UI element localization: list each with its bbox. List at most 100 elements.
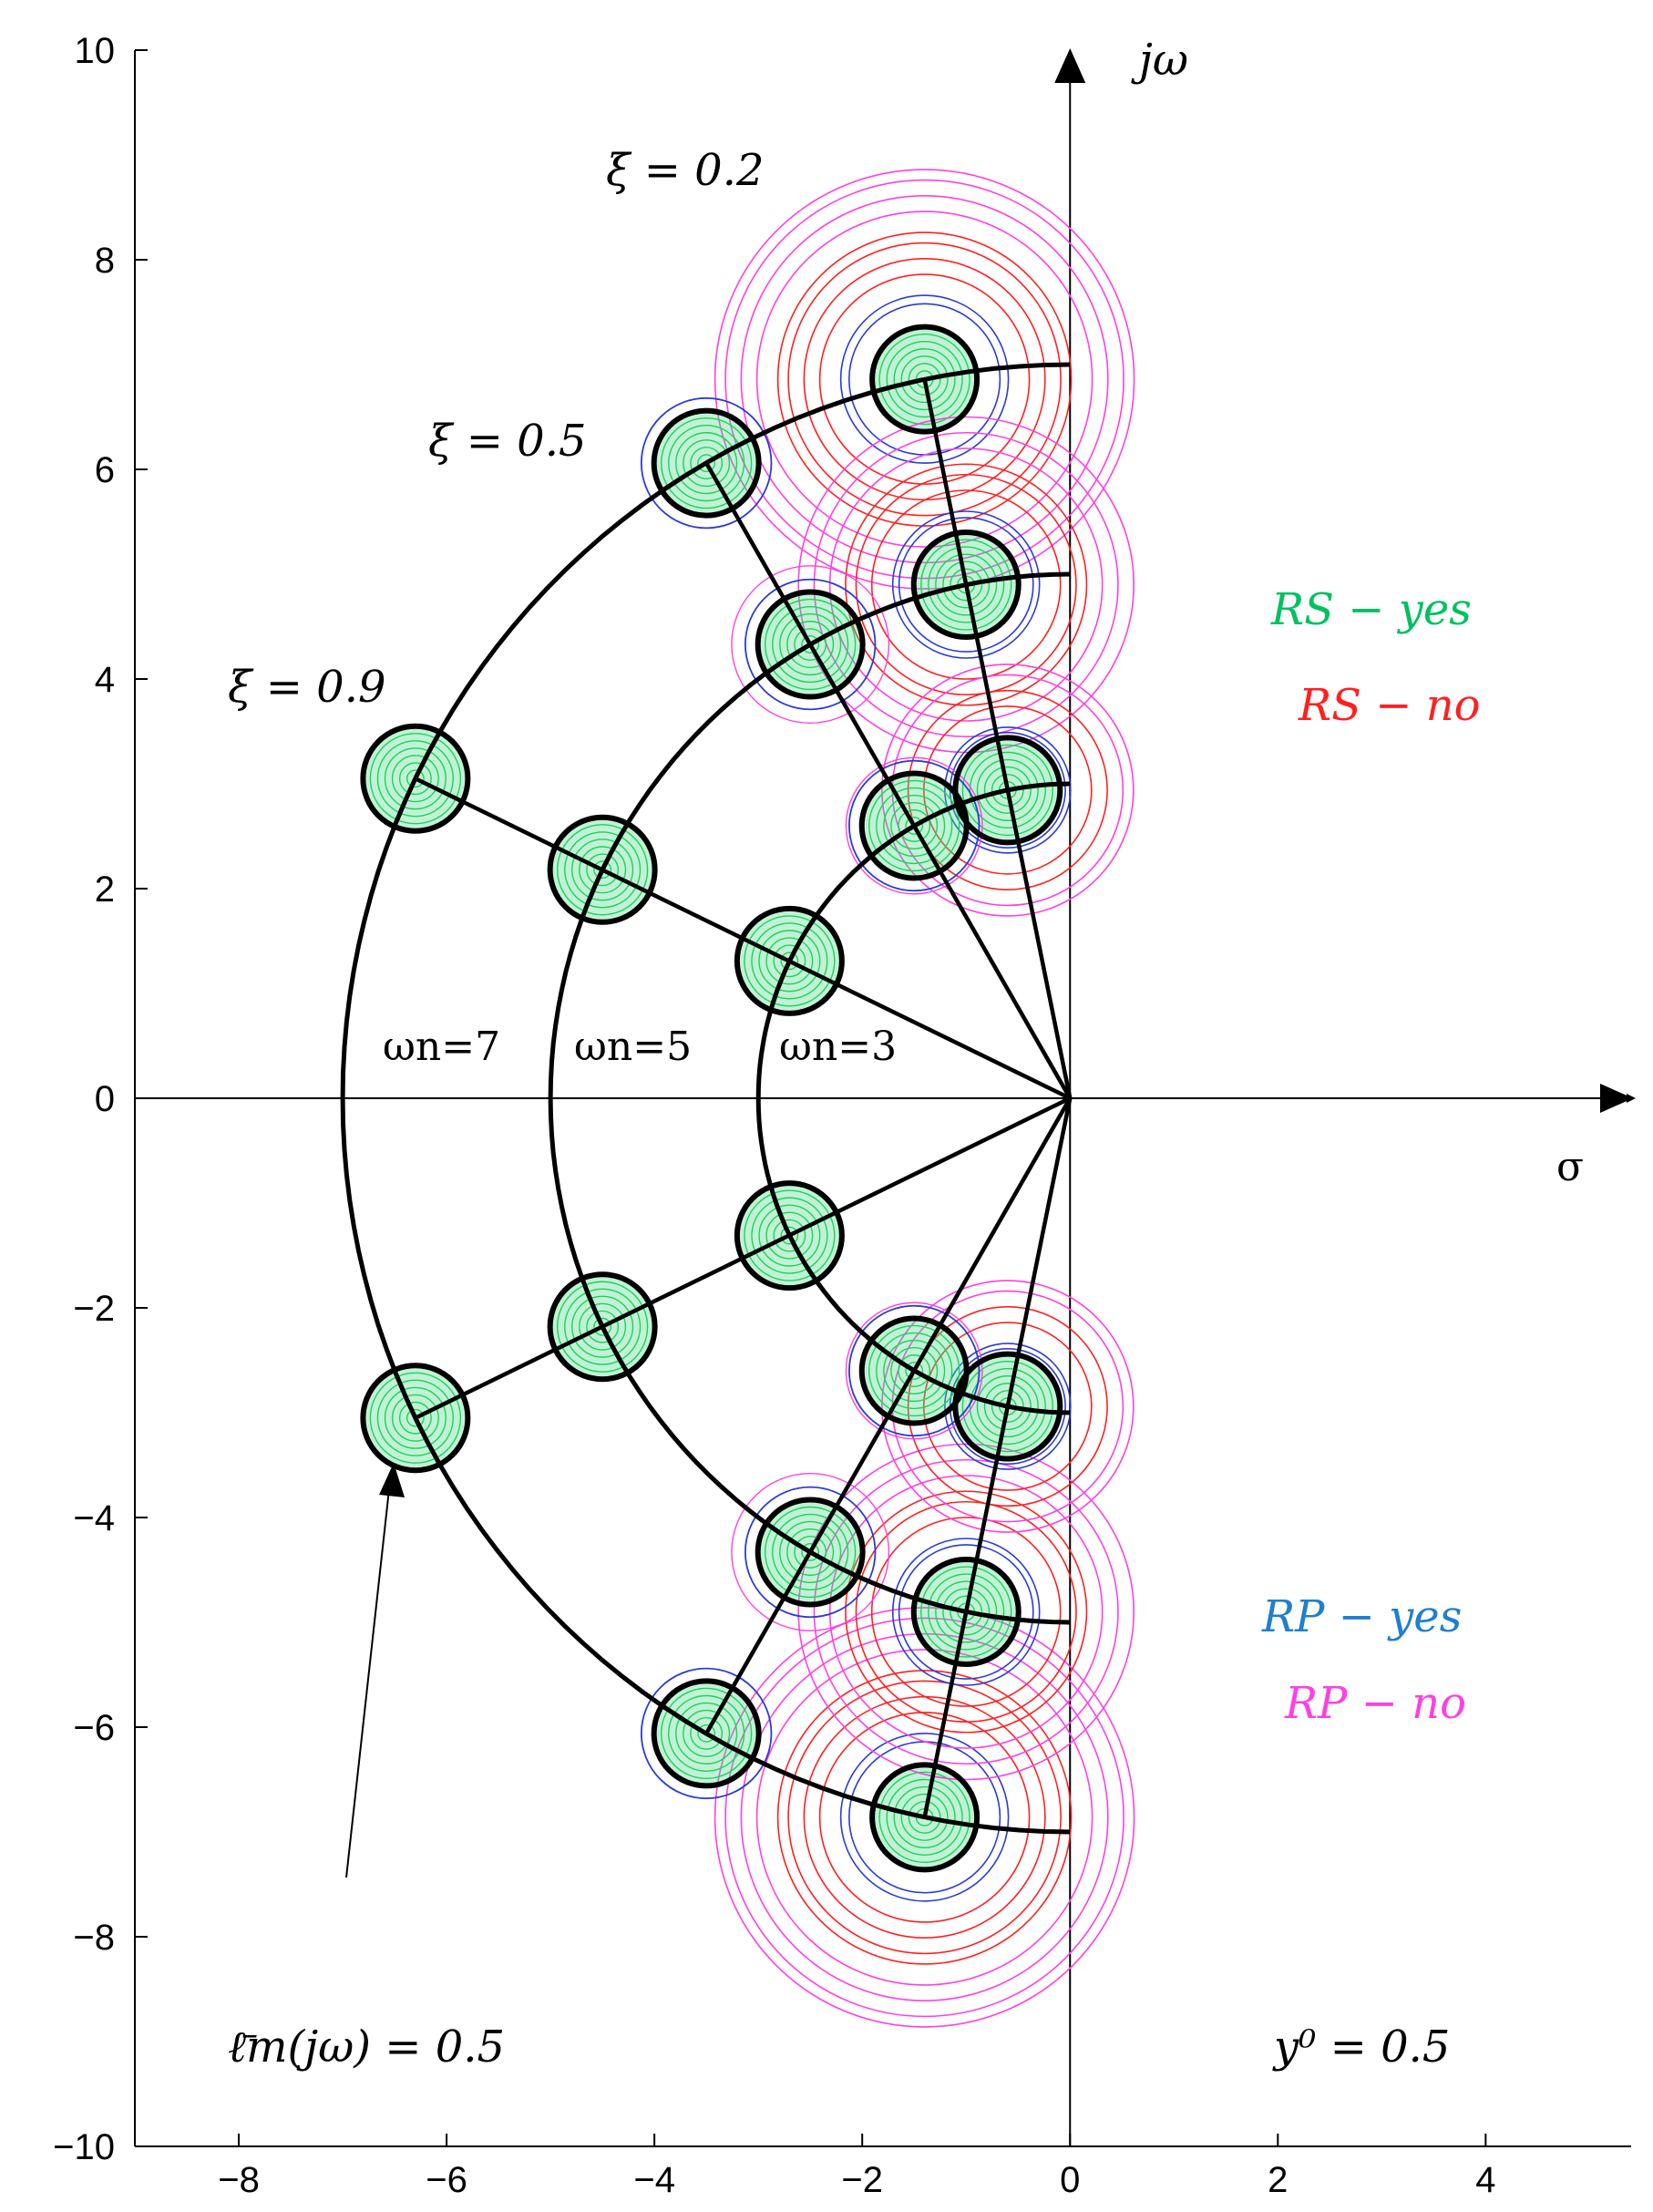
y-axis-label: jω <box>1131 35 1188 86</box>
rs-yes-ring <box>991 1390 1024 1424</box>
pole-marker <box>910 530 1022 640</box>
rp-yes-ring <box>640 1667 773 1800</box>
rs-yes-ring <box>976 758 1039 821</box>
rs-yes-ring <box>697 454 716 472</box>
pole-markers <box>360 324 1063 1873</box>
pole-marker <box>910 1557 1022 1667</box>
rs-yes-ring <box>661 1687 753 1780</box>
rs-yes-ring <box>406 1408 425 1427</box>
rs-yes-ring <box>675 1702 738 1764</box>
rp-yes-ring <box>944 726 1072 854</box>
legend-rs-no: RS − no <box>1298 680 1481 731</box>
rs-yes-ring <box>586 1310 620 1343</box>
rs-yes-ring <box>908 1800 941 1834</box>
wn-arc-7 <box>340 362 1071 1835</box>
legend-rp-yes: RP − yes <box>1261 1591 1462 1642</box>
x-tick-label: 4 <box>1475 2160 1495 2200</box>
rs-yes-ring <box>886 1778 963 1857</box>
y-tick-label: −4 <box>73 1498 115 1538</box>
rs-yes-ring <box>772 605 849 684</box>
rs-yes-ring <box>398 762 432 796</box>
rs-no-ring <box>818 273 1031 485</box>
rs-yes-ring <box>920 1566 1012 1658</box>
rp-no-ring <box>740 1632 1109 2001</box>
rs-yes-ring <box>391 1394 439 1442</box>
rp-yes-ring <box>898 1544 1034 1680</box>
rs-yes-ring <box>886 341 963 418</box>
rs-yes-ring <box>406 769 425 788</box>
rs-yes-ring <box>900 355 949 404</box>
rs-no-ring <box>787 1680 1062 1955</box>
rs-yes-ring <box>765 1506 857 1599</box>
rp-no-ring <box>714 1607 1135 2028</box>
wn-5-label: ωn=5 <box>574 1024 692 1070</box>
x-tick-label: 0 <box>1060 2160 1080 2200</box>
rs-no-ring <box>855 473 1077 696</box>
pole-marker <box>734 1180 845 1291</box>
rs-no-ring <box>776 1670 1073 1965</box>
pole-marker <box>755 1497 866 1608</box>
rs-yes-ring <box>908 363 941 396</box>
rs-yes-ring <box>890 1346 939 1394</box>
rs-no-ring <box>907 689 1108 890</box>
rs-yes-ring <box>794 1535 827 1569</box>
rs-no-ring <box>870 489 1062 680</box>
rp-yes-ring <box>891 510 1041 659</box>
rs-yes-ring <box>905 1362 924 1380</box>
legend-rs-yes: RS − yes <box>1270 584 1472 635</box>
rs-no-ring <box>870 1517 1062 1707</box>
rs-yes-ring <box>690 1716 724 1750</box>
rs-yes-ring <box>928 546 1005 623</box>
y-tick-label: 4 <box>95 660 115 700</box>
rs-yes-ring <box>593 860 612 880</box>
y-tick-label: 10 <box>75 31 116 71</box>
rs-yes-ring <box>942 1588 991 1636</box>
annotation-arrow-icon <box>379 1463 405 1497</box>
rs-yes-ring <box>564 1288 642 1365</box>
y-tick-label: 2 <box>95 869 115 910</box>
rp-yes-ring <box>744 1486 877 1619</box>
rs-no-ring <box>855 1500 1077 1723</box>
pole-marker <box>547 814 658 925</box>
rs-yes-ring <box>758 1204 821 1267</box>
rs-yes-ring <box>376 740 454 818</box>
rs-yes-ring <box>786 1528 835 1576</box>
rs-yes-ring <box>779 1520 842 1583</box>
x-tick-label: −4 <box>633 2160 675 2200</box>
rs-yes-ring <box>898 1354 931 1387</box>
rs-yes-ring <box>961 744 1053 837</box>
pole-marker <box>858 770 970 881</box>
rs-yes-ring <box>758 930 821 993</box>
rs-yes-ring <box>697 1724 716 1743</box>
rs-yes-ring <box>690 447 724 480</box>
rs-yes-ring <box>668 1694 745 1773</box>
rs-yes-ring <box>801 1543 820 1561</box>
rp-no-ring <box>813 431 1119 738</box>
tick-layer: −10 −8 −6 −4 −2 0 2 4 6 8 10 −8 −6 −4 −2 0 2 4 <box>53 31 1495 2200</box>
rs-yes-ring <box>571 839 634 901</box>
sigma-arrow-icon <box>1600 1084 1633 1113</box>
rs-no-ring <box>776 231 1073 527</box>
pole-marker <box>360 1363 471 1474</box>
rs-yes-ring <box>556 824 649 916</box>
rs-yes-ring <box>661 417 753 509</box>
pole-marker <box>869 324 981 435</box>
l-bar-label: ℓ̄m(jω) = 0.5 <box>228 2022 505 2073</box>
rp-no-ring <box>797 416 1135 754</box>
xi-09-label: ξ = 0.9 <box>228 662 386 713</box>
jw-arrow-icon <box>1054 48 1086 83</box>
x-tick-label: 2 <box>1268 2160 1288 2200</box>
rs-yes-ring <box>683 439 731 488</box>
rs-yes-ring <box>935 1580 998 1643</box>
rs-yes-ring <box>976 1375 1039 1438</box>
rs-yes-ring <box>773 1219 806 1252</box>
rs-yes-ring <box>744 915 836 1007</box>
rs-yes-ring <box>744 1189 836 1281</box>
rp-no-ring <box>881 664 1135 917</box>
rp-no-ring <box>731 565 890 724</box>
rs-yes-ring <box>369 1372 462 1464</box>
rs-yes-ring <box>868 1324 960 1417</box>
rs-yes-ring <box>983 1383 1032 1431</box>
rs-yes-ring <box>765 1211 814 1260</box>
